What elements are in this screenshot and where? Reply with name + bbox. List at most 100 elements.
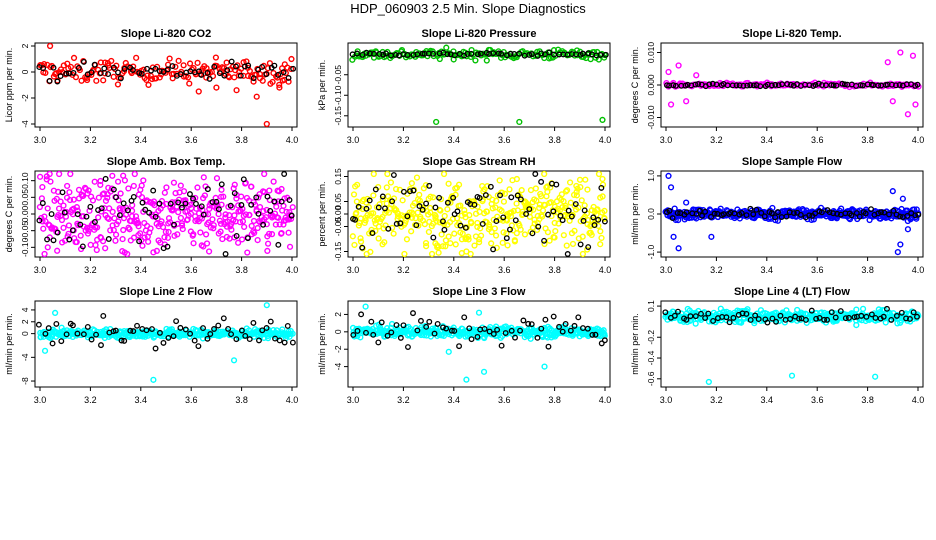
y-tick-label: 0.05 (20, 189, 30, 206)
reference-point (359, 244, 366, 251)
data-point (255, 194, 262, 201)
reference-point (74, 330, 81, 337)
data-point (106, 205, 113, 212)
data-point (178, 222, 186, 229)
plot-frame (347, 300, 611, 388)
x-tick-label: 4.0 (599, 265, 612, 275)
reference-point (44, 236, 51, 243)
data-point (216, 217, 223, 224)
data-point (367, 248, 374, 255)
reference-point (124, 207, 131, 214)
reference-point (198, 203, 205, 210)
data-point (513, 230, 520, 237)
data-point-outlier (233, 87, 240, 94)
reference-point (451, 52, 458, 59)
reference-point (591, 222, 598, 229)
data-point (546, 237, 553, 244)
data-point (94, 224, 101, 231)
reference-point (498, 342, 505, 349)
data-point (241, 223, 248, 231)
reference-point (136, 238, 143, 245)
reference-point (355, 203, 362, 210)
reference-point (816, 314, 823, 321)
reference-point (423, 323, 430, 330)
reference-point (149, 326, 155, 332)
reference-point (856, 213, 863, 220)
reference-point (896, 82, 903, 88)
data-point-outlier (433, 118, 440, 126)
reference-point (580, 217, 587, 224)
data-point (105, 215, 112, 223)
data-point (738, 319, 745, 326)
reference-point (77, 221, 84, 228)
x-tick-label: 3.4 (135, 135, 148, 145)
data-point (237, 219, 244, 226)
data-point (246, 67, 253, 75)
data-point (179, 225, 186, 233)
data-point (231, 181, 238, 188)
reference-point (182, 326, 189, 333)
reference-point (710, 318, 717, 324)
data-point (67, 63, 75, 71)
reference-point (102, 175, 109, 182)
data-point-outlier (912, 101, 919, 108)
data-point (422, 182, 430, 189)
data-point (100, 190, 108, 197)
data-point (476, 239, 483, 246)
y-tick-label: -4 (20, 120, 30, 128)
data-point (78, 77, 85, 84)
reference-point (213, 198, 220, 205)
reference-point (250, 75, 257, 82)
data-point (66, 196, 74, 204)
plot-frame (347, 42, 611, 128)
data-point (93, 77, 100, 84)
reference-point (466, 325, 473, 332)
data-point (248, 222, 255, 230)
data-point (781, 319, 788, 326)
data-point (350, 191, 358, 198)
reference-point (450, 194, 457, 201)
reference-point (481, 325, 488, 332)
data-point (126, 226, 133, 233)
data-point (399, 197, 406, 204)
reference-point (557, 212, 564, 219)
reference-point (240, 176, 247, 183)
data-point (375, 235, 382, 242)
plot-panel-line3: Slope Line 3 Flow ml/min per min. -4 -2 0 2 3.… (317, 286, 611, 405)
data-point (486, 223, 493, 231)
data-point (213, 175, 221, 182)
data-point (140, 177, 147, 184)
x-tick-label: 3.0 (34, 135, 47, 145)
data-point (513, 200, 520, 207)
data-point (511, 237, 518, 244)
data-point (381, 239, 388, 246)
x-tick-label: 3.2 (710, 265, 723, 275)
reference-point (392, 51, 399, 58)
y-tick-label: -4 (20, 353, 30, 361)
x-tick-label: 3.4 (448, 265, 461, 275)
reference-point (498, 50, 505, 57)
data-point (500, 198, 508, 205)
reference-point (69, 322, 76, 329)
data-point (379, 196, 386, 203)
data-point (357, 238, 365, 245)
plot-panel-line2: Slope Line 2 Flow ml/min per min. -8 -4 0 2 4 3… (4, 286, 298, 405)
data-point (483, 208, 491, 215)
reference-point (88, 336, 95, 343)
reference-point (193, 200, 199, 207)
reference-point (400, 188, 407, 195)
data-point (156, 74, 163, 81)
data-point (573, 188, 580, 196)
data-point (357, 235, 364, 242)
reference-point (864, 81, 871, 88)
plot-panel-co2: Slope Li-820 CO2 Licor ppm per min. -4 -2 0 2… (4, 28, 298, 145)
data-point (197, 229, 204, 236)
x-tick-label: 4.0 (286, 135, 299, 145)
reference-point (564, 251, 571, 257)
reference-point (479, 221, 486, 227)
reference-point (271, 62, 278, 69)
data-point-outlier (200, 174, 207, 181)
reference-point (471, 201, 478, 208)
data-point (472, 57, 479, 64)
reference-point (127, 327, 134, 334)
